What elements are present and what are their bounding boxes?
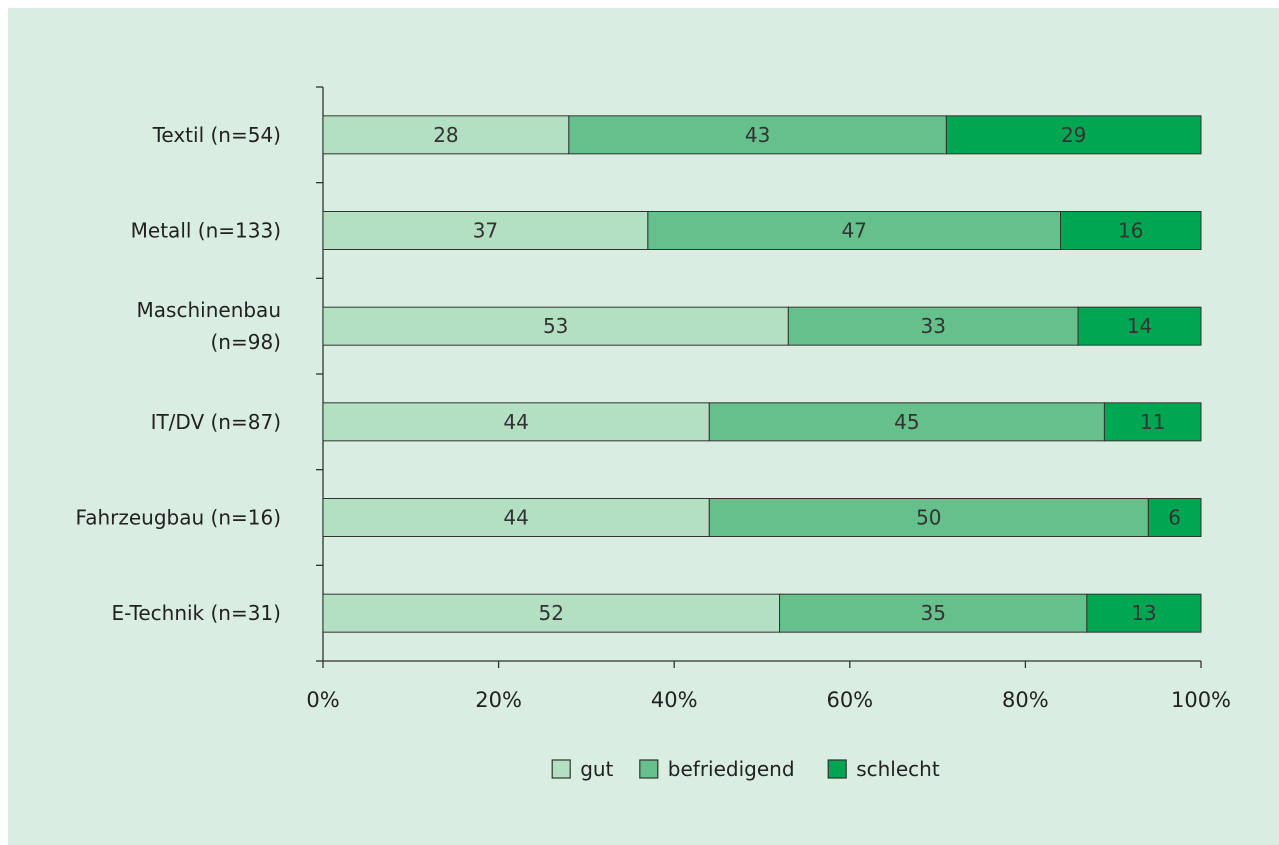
data-label: 35 xyxy=(920,601,945,625)
legend-label: schlecht xyxy=(856,757,940,781)
bar-segment-gut xyxy=(322,115,570,155)
category-label: E-Technik (n=31) xyxy=(112,601,281,625)
data-label: 28 xyxy=(433,123,458,147)
bar-segment-gut xyxy=(322,593,781,633)
data-label: 47 xyxy=(841,219,866,243)
bar-segment-schlecht xyxy=(1086,593,1202,633)
category-label: IT/DV (n=87) xyxy=(151,410,281,434)
data-label: 45 xyxy=(894,410,919,434)
bar-segment-schlecht xyxy=(1060,211,1202,250)
legend-swatch-schlecht xyxy=(827,759,847,779)
bar-segment-schlecht xyxy=(1103,402,1202,442)
category-label: (n=98) xyxy=(211,330,282,354)
data-label: 50 xyxy=(916,506,941,530)
data-label: 11 xyxy=(1140,410,1165,434)
bar-segment-befriedigend xyxy=(568,115,947,155)
legend-label: gut xyxy=(580,757,613,781)
value-tick-label: 60% xyxy=(826,688,873,712)
bar-segment-befriedigend xyxy=(787,306,1079,346)
bar-segment-gut xyxy=(322,211,649,250)
data-label: 52 xyxy=(539,601,564,625)
value-tick-label: 40% xyxy=(651,688,698,712)
data-label: 37 xyxy=(473,219,498,243)
value-tick-label: 0% xyxy=(306,688,339,712)
bar-segment-schlecht xyxy=(945,115,1202,155)
data-label: 44 xyxy=(503,410,528,434)
data-label: 53 xyxy=(543,314,568,338)
category-label: Maschinenbau xyxy=(137,298,281,322)
data-label: 6 xyxy=(1168,506,1181,530)
value-tick-label: 80% xyxy=(1002,688,1049,712)
data-label: 29 xyxy=(1061,123,1086,147)
legend-label: befriedigend xyxy=(668,757,795,781)
data-label: 13 xyxy=(1131,601,1156,625)
category-label: Fahrzeugbau (n=16) xyxy=(76,506,281,530)
bar-segment-gut xyxy=(322,402,710,442)
data-label: 14 xyxy=(1127,314,1152,338)
bar-segment-befriedigend xyxy=(779,593,1088,633)
category-label: Metall (n=133) xyxy=(131,219,281,243)
data-label: 44 xyxy=(503,506,528,530)
value-tick-label: 100% xyxy=(1171,688,1231,712)
data-label: 33 xyxy=(920,314,945,338)
category-label: Textil (n=54) xyxy=(152,123,281,147)
bar-segment-schlecht xyxy=(1077,306,1202,346)
bar-segment-befriedigend xyxy=(708,498,1149,537)
bar-segment-gut xyxy=(322,498,710,537)
data-label: 16 xyxy=(1118,219,1143,243)
legend-swatch-befriedigend xyxy=(639,759,659,779)
legend-swatch-gut xyxy=(551,759,571,779)
value-tick-label: 20% xyxy=(475,688,522,712)
bar-segment-schlecht xyxy=(1147,498,1202,537)
data-label: 43 xyxy=(745,123,770,147)
